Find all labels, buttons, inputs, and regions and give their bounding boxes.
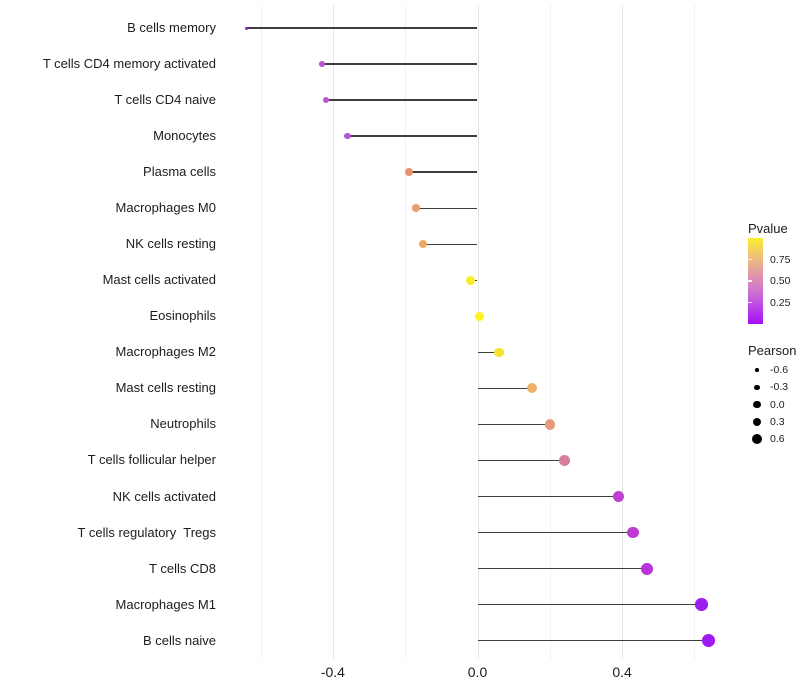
pearson-legend-title: Pearson <box>748 343 797 358</box>
lollipop-segment <box>416 207 478 209</box>
y-axis-label: B cells memory <box>127 20 216 35</box>
lollipop-dot <box>344 132 351 140</box>
lollipop-dot <box>695 598 708 611</box>
gridline-minor <box>694 5 696 659</box>
y-axis-label: Macrophages M0 <box>115 200 216 216</box>
lollipop-dot <box>411 204 421 213</box>
lollipop-segment <box>408 171 478 173</box>
y-axis-label: T cells regulatory Tregs <box>77 524 216 540</box>
lollipop-segment <box>325 99 478 101</box>
y-axis-label: NK cells activated <box>112 488 216 504</box>
pearson-size-dot <box>753 401 761 409</box>
pearson-size-label: 0.3 <box>770 415 785 428</box>
lollipop-segment <box>477 351 500 354</box>
pearson-size-dot <box>752 417 762 427</box>
pearson-size-label: 0.0 <box>770 398 785 411</box>
gridline-major <box>622 5 624 659</box>
pearson-size-label: -0.3 <box>770 381 789 394</box>
y-axis-label: T cells CD8 <box>149 560 216 576</box>
pvalue-gradient-tick <box>748 258 752 261</box>
pearson-size-dot <box>751 434 763 445</box>
lollipop-segment <box>246 27 478 29</box>
lollipop-dot <box>494 347 504 358</box>
y-axis-label: Plasma cells <box>143 164 216 180</box>
y-axis-label: Neutrophils <box>150 416 216 432</box>
y-axis-label: Monocytes <box>153 128 216 144</box>
gridline-minor <box>260 5 262 659</box>
lollipop-segment <box>477 603 702 606</box>
lollipop-segment <box>477 459 565 462</box>
lollipop-dot <box>404 168 413 177</box>
lollipop-dot <box>244 26 248 30</box>
pvalue-gradient-tick <box>748 280 752 282</box>
pearson-size-dot <box>755 368 759 372</box>
pvalue-gradient-tick <box>748 301 752 304</box>
lollipop-segment <box>477 531 633 534</box>
lollipop-dot <box>419 240 428 249</box>
lollipop-dot <box>465 275 475 285</box>
y-axis-label: NK cells resting <box>125 236 216 252</box>
y-axis-label: Eosinophils <box>149 308 217 324</box>
lollipop-dot <box>319 61 325 67</box>
pearson-size-dot <box>754 384 760 391</box>
x-tick-label: -0.4 <box>320 664 345 680</box>
lollipop-dot <box>627 526 639 539</box>
pvalue-tick-label: 0.75 <box>770 253 791 266</box>
gridline-minor <box>549 5 551 659</box>
pearson-size-label: -0.6 <box>770 364 789 376</box>
y-axis-label: T cells CD4 naive <box>114 92 216 108</box>
y-axis-label: Macrophages M2 <box>115 344 216 360</box>
lollipop-dot <box>558 455 570 466</box>
pvalue-tick-label: 0.25 <box>770 296 791 309</box>
y-axis-label: Mast cells resting <box>115 380 216 396</box>
y-axis-label: Macrophages M1 <box>115 596 216 612</box>
lollipop-dot <box>641 562 654 575</box>
lollipop-dot <box>612 490 625 503</box>
y-axis-label: Mast cells activated <box>102 272 216 288</box>
gridline-major <box>477 5 479 659</box>
lollipop-dot <box>322 97 329 104</box>
lollipop-dot <box>474 311 484 321</box>
pvalue-legend-title: Pvalue <box>748 221 788 236</box>
lollipop-segment <box>423 243 478 245</box>
lollipop-segment <box>477 639 709 642</box>
lollipop-segment <box>322 63 478 65</box>
gridline-major <box>332 5 334 659</box>
chart-panel <box>224 5 731 659</box>
lollipop-segment <box>477 387 532 390</box>
lollipop-segment <box>477 495 619 498</box>
lollipop-segment <box>347 135 478 137</box>
lollipop-dot <box>544 419 555 430</box>
x-tick-label: 0.0 <box>467 664 488 680</box>
y-axis-label: T cells CD4 memory activated <box>42 56 216 72</box>
lollipop-dot <box>526 383 537 394</box>
y-axis-label: B cells naive <box>143 632 216 648</box>
x-tick-label: 0.4 <box>612 664 632 680</box>
lollipop-dot <box>702 634 716 648</box>
pvalue-tick-label: 0.50 <box>770 275 791 287</box>
lollipop-segment <box>477 423 550 426</box>
lollipop-segment <box>477 567 648 570</box>
pvalue-gradient-bar <box>748 238 763 324</box>
y-axis-label: T cells follicular helper <box>87 452 216 468</box>
gridline-minor <box>405 5 407 659</box>
pearson-size-label: 0.6 <box>770 433 785 446</box>
